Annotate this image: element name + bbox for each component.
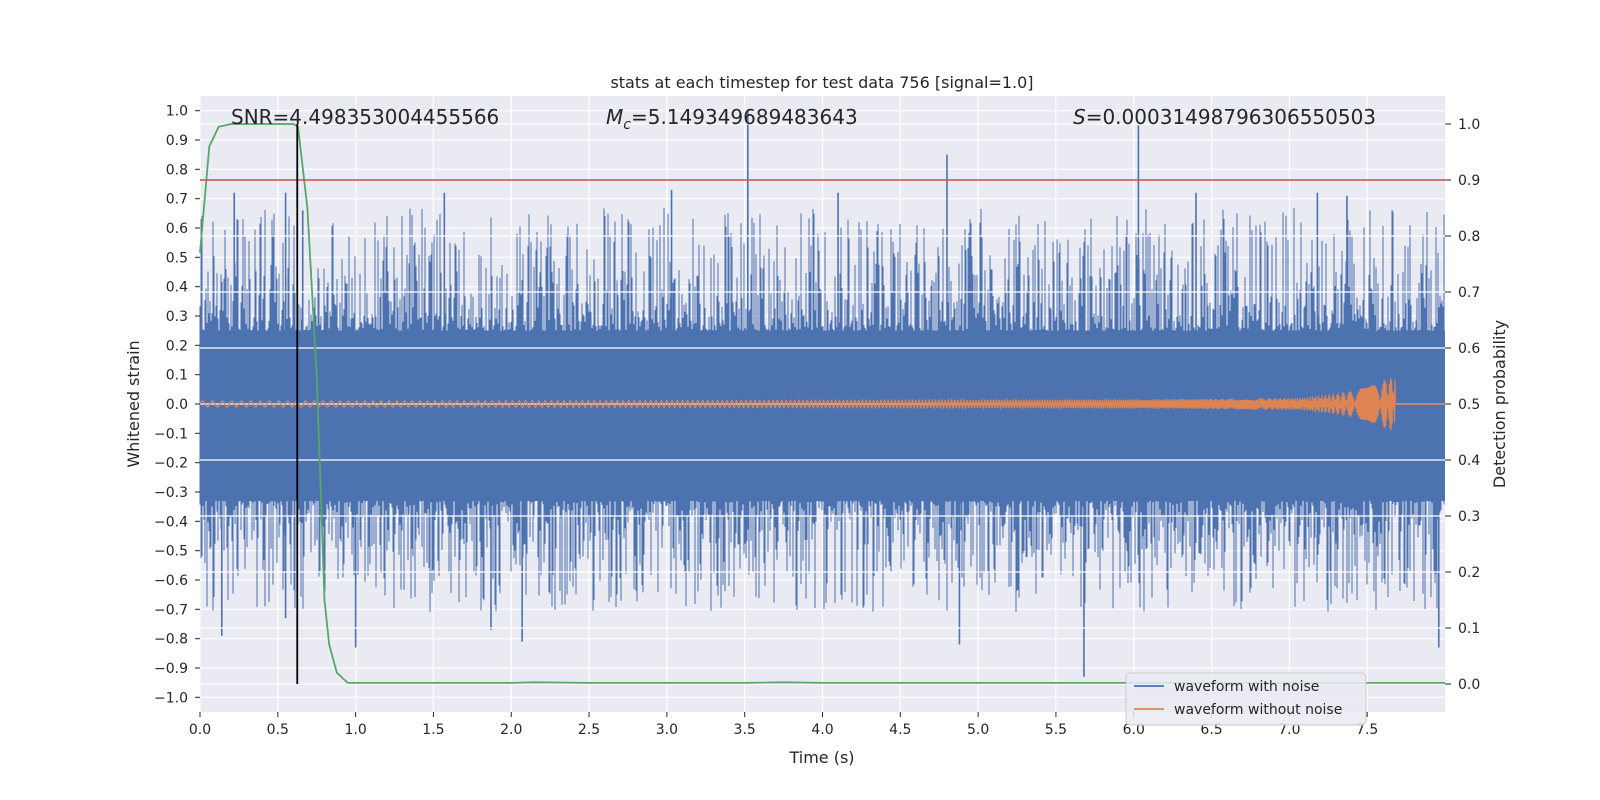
x-tick-label-10: 5.0 [967,722,989,738]
x-tick-label-1: 0.5 [267,722,289,738]
y2-tick-label-2: 0.8 [1458,229,1480,245]
s-symbol: S [1073,105,1086,129]
y2-axis-ticks: 1.0 0.9 0.8 0.7 0.6 0.5 0.4 0.3 0.2 0.1 0.0 [1445,117,1480,693]
probability-curve [199,123,1445,684]
x-tick-label-2: 1.0 [344,722,366,738]
y-tick-label-15: −0.5 [154,544,188,560]
y-tick-label-18: −0.8 [154,632,188,648]
chirp-mass-annotation: Mc=5.149349689483643 [606,105,858,133]
y-tick-label-5: 0.5 [166,250,188,266]
series-waveform-without-noise [199,377,1445,431]
y-tick-label-20: −1.0 [154,690,188,706]
legend: waveform with noise waveform without noi… [1125,672,1367,726]
y-tick-label-9: 0.1 [166,368,188,384]
chirp-mass-value: =5.149349689483643 [631,105,858,129]
chirp-mass-subscript: c [623,117,631,133]
y-tick-label-12: −0.2 [154,456,188,472]
legend-box [1125,672,1367,726]
x-tick-label-14: 7.0 [1278,722,1300,738]
y2-tick-label-8: 0.2 [1458,565,1480,581]
x-tick-label-0: 0.0 [189,722,211,738]
y-tick-label-4: 0.6 [166,221,188,237]
y-tick-label-1: 0.9 [166,133,188,149]
y2-tick-label-3: 0.7 [1458,285,1480,301]
series-waveform-with-noise [199,110,1445,677]
x-tick-label-12: 6.0 [1123,722,1145,738]
x-tick-label-13: 6.5 [1200,722,1222,738]
y-tick-label-16: −0.6 [154,573,188,589]
y2-tick-label-1: 0.9 [1458,173,1480,189]
x-tick-label-8: 4.0 [811,722,833,738]
y-tick-label-3: 0.7 [166,192,188,208]
y-tick-label-19: −0.9 [154,661,188,677]
y2-tick-label-6: 0.4 [1458,453,1480,469]
y-axis-ticks: 1.0 0.9 0.8 0.7 0.6 0.5 0.4 0.3 0.2 0.1 0.0 −0.1 −0.… [154,104,200,706]
s-annotation: S=0.00031498796306550503 [1073,105,1376,129]
y2-tick-label-9: 0.1 [1458,621,1480,637]
x-tick-label-7: 3.5 [734,722,756,738]
legend-label-clean: waveform without noise [1174,702,1342,718]
x-tick-label-11: 5.5 [1045,722,1067,738]
y2-tick-label-10: 0.0 [1458,677,1480,693]
y-tick-label-17: −0.7 [154,602,188,618]
x-tick-label-15: 7.5 [1356,722,1378,738]
y-tick-label-2: 0.8 [166,162,188,178]
y-tick-label-7: 0.3 [166,309,188,325]
x-tick-label-4: 2.0 [500,722,522,738]
x-tick-label-9: 4.5 [889,722,911,738]
y2-tick-label-4: 0.6 [1458,341,1480,357]
y2-axis-label: Detection probability [1490,320,1509,488]
chirp-mass-symbol: M [606,105,623,129]
y2-tick-label-5: 0.5 [1458,397,1480,413]
y-tick-label-14: −0.4 [154,514,188,530]
x-tick-label-5: 2.5 [578,722,600,738]
chart-title: stats at each timestep for test data 756… [610,73,1033,92]
legend-label-noise: waveform with noise [1174,679,1319,695]
y2-tick-label-0: 1.0 [1458,117,1480,133]
y2-tick-label-7: 0.3 [1458,509,1480,525]
y-tick-label-10: 0.0 [166,397,188,413]
series-detection-probability [199,123,1445,684]
x-tick-label-3: 1.5 [422,722,444,738]
y-tick-label-6: 0.4 [166,280,188,296]
x-tick-label-6: 3.0 [656,722,678,738]
chirp-trace [199,377,1445,431]
y-axis-label: Whitened strain [124,340,143,467]
snr-annotation: SNR=4.498353004455566 [231,105,499,129]
y-tick-label-0: 1.0 [166,104,188,120]
x-axis-label: Time (s) [788,748,854,767]
y-tick-label-13: −0.3 [154,485,188,501]
y-tick-label-8: 0.2 [166,338,188,354]
y-tick-label-11: −0.1 [154,426,188,442]
s-value: =0.00031498796306550503 [1086,105,1376,129]
